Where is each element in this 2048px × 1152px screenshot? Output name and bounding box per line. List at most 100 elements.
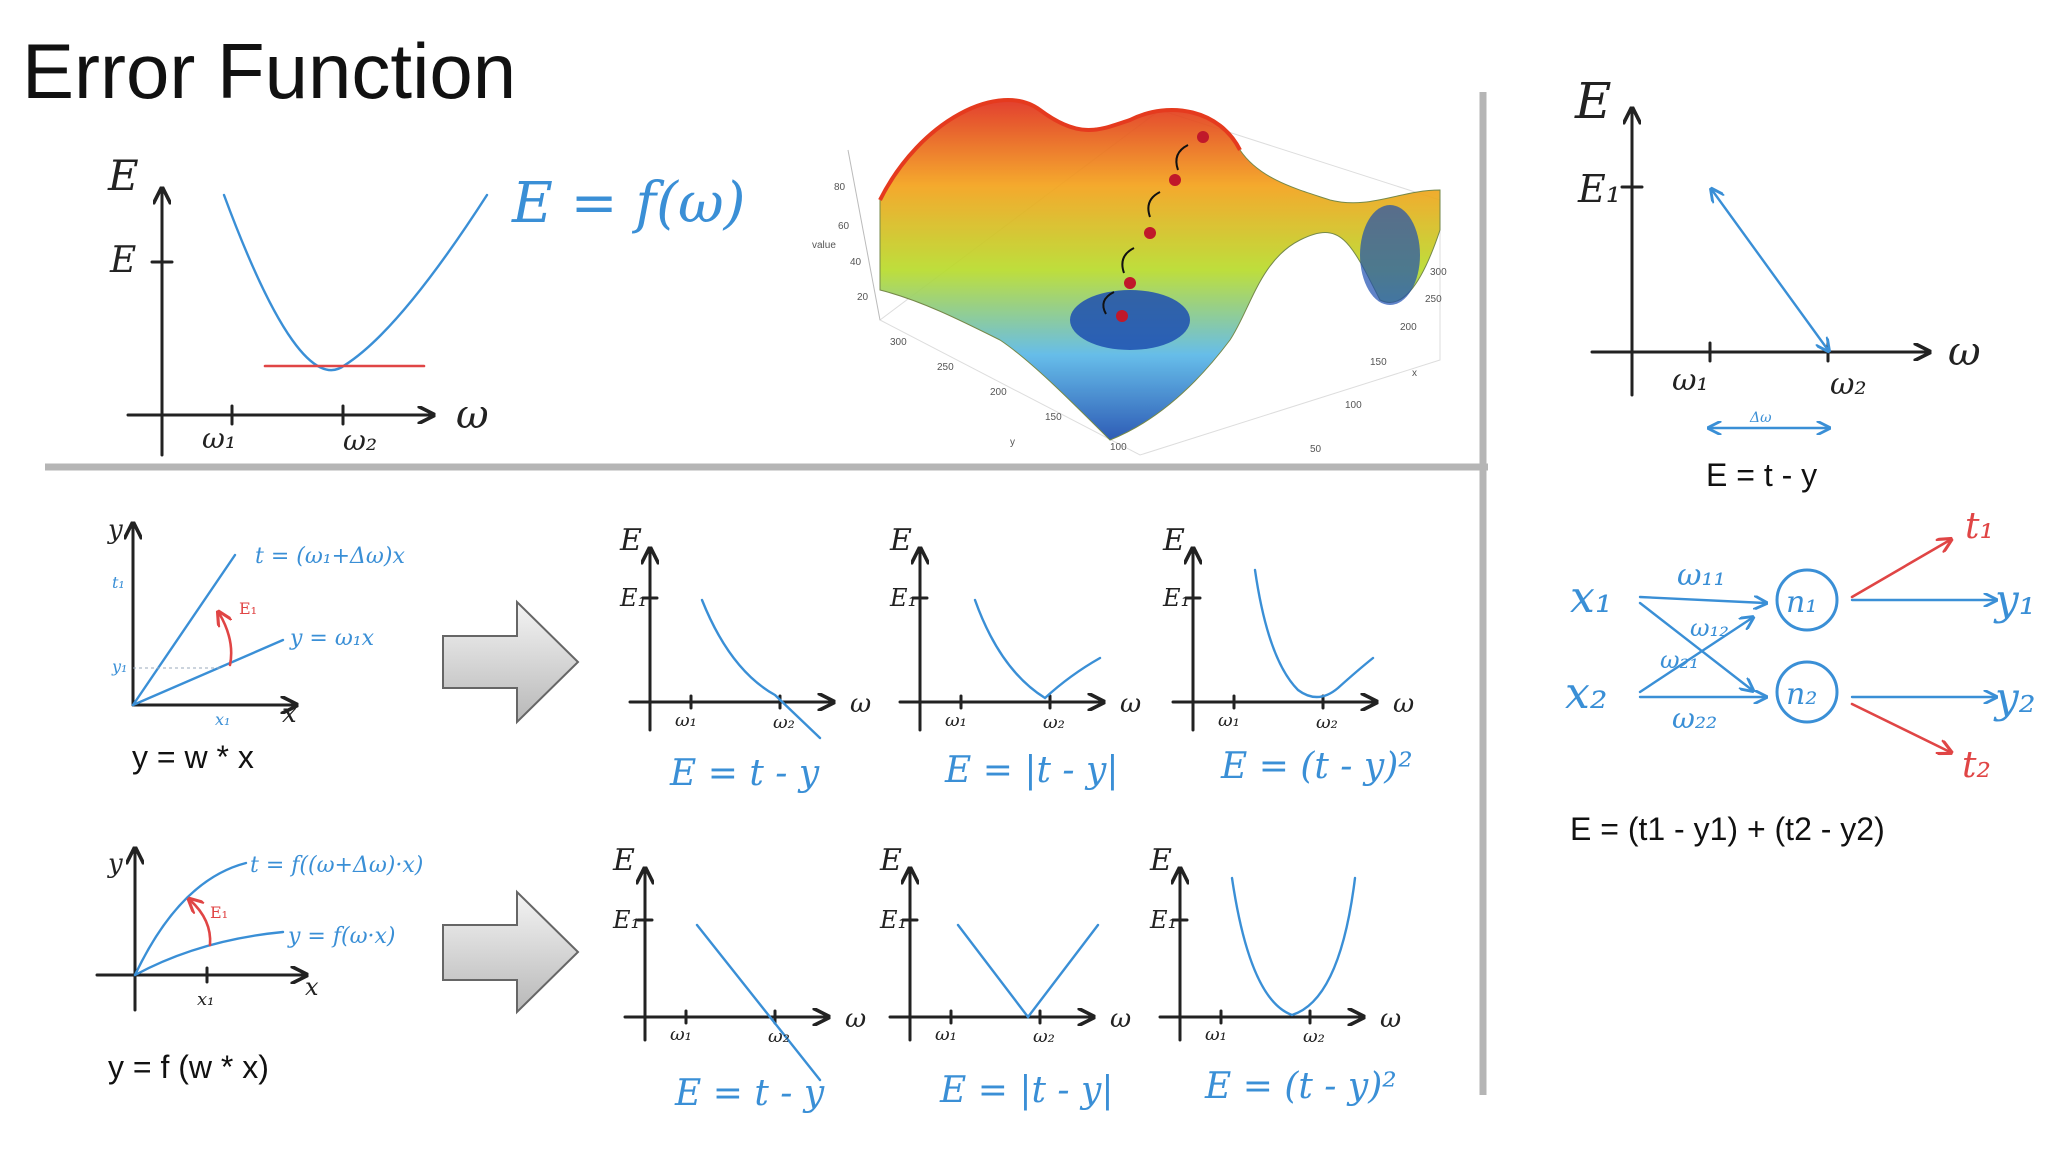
target-t2: t₂	[1962, 745, 1991, 786]
error-vector	[1712, 190, 1828, 350]
caption-right-graph: E = t - y	[1706, 457, 1817, 493]
axis-label-e1: E₁	[619, 584, 647, 612]
y-axis-label: y	[1010, 437, 1015, 448]
x-axis-label: x	[1412, 368, 1417, 379]
weight-w21: ω₂₁	[1660, 646, 1699, 674]
formula: E = t - y	[674, 1073, 825, 1114]
axis-label-e1: E₁	[1162, 584, 1190, 612]
x-axis-label: x	[305, 973, 319, 1001]
linear-panel: y x t₁ y₁ x₁ t = (ω₁+Δω)x y = ω₁x E₁ y =…	[107, 515, 405, 775]
x1-label: x₁	[215, 710, 230, 729]
small-graph-3: E E₁ ω₁ ω₂ ω E = (t - y)²	[1162, 523, 1414, 787]
axis-label-e: E	[1574, 72, 1612, 130]
axis-label-w: ω	[1380, 1004, 1401, 1034]
axis-label-w: ω	[1120, 689, 1141, 719]
tick-label-w2: ω₂	[343, 424, 377, 457]
x1-label: x₁	[197, 989, 214, 1010]
output-y1: y₁	[1993, 575, 2036, 624]
x-tick-5: 50	[1310, 444, 1322, 455]
formula: E = (t - y)²	[1220, 746, 1413, 787]
right-error-graph: E E₁ ω₁ ω₂ ω Δω E = t - y	[1574, 72, 1981, 493]
x-tick-3: 150	[1370, 357, 1387, 368]
formula: E = |t - y|	[944, 750, 1118, 791]
input-x2: x₂	[1565, 668, 1607, 719]
output-y2: y₂	[1993, 673, 2036, 722]
target-t1: t₁	[1965, 506, 1994, 547]
axis-label-e: E	[879, 843, 902, 878]
e1-label: E₁	[239, 599, 257, 618]
tick-label-w1: ω₁	[1672, 363, 1709, 398]
y-tick-1: 250	[937, 362, 954, 373]
x-tick-4: 100	[1345, 400, 1362, 411]
caption-nonlinear: y = f (w * x)	[108, 1049, 269, 1085]
tick-label-w1: ω₁	[945, 710, 967, 731]
axis-label-w: ω	[1948, 329, 1981, 375]
x-tick-1: 250	[1425, 294, 1442, 305]
y-axis-label: y	[107, 849, 123, 879]
t-label: t₁	[112, 573, 125, 592]
axis-label-e: E	[619, 523, 642, 558]
tick-label-w2: ω₂	[1303, 1026, 1325, 1047]
axis-label-e1: E₁	[889, 584, 917, 612]
tick-label-w2: ω₂	[1033, 1026, 1055, 1047]
error-arc-red	[190, 900, 212, 947]
z-tick-0: 80	[834, 182, 846, 193]
tick-label-w2: ω₂	[1830, 367, 1867, 402]
axis-label-e1: E	[109, 240, 136, 281]
z-tick-1: 60	[838, 221, 850, 232]
y-axis-label: y	[107, 515, 123, 545]
tick-label-w1: ω₁	[675, 710, 697, 731]
tick-label-w2: ω₂	[768, 1026, 790, 1047]
axis-label-e: E	[1162, 523, 1185, 558]
axis-label-e: E	[1149, 843, 1172, 878]
tick-label-w1: ω₁	[1218, 710, 1240, 731]
tick-label-w2: ω₂	[1043, 712, 1065, 733]
formula: E = t - y	[669, 753, 820, 794]
formula: E = (t - y)²	[1204, 1066, 1397, 1107]
tick-label-w2: ω₂	[1316, 712, 1338, 733]
axis-label-e1: E₁	[1149, 906, 1177, 934]
tick-label-w1: ω₁	[670, 1024, 692, 1045]
top-error-graph: E E ω₁ ω₂ ω E = f(ω)	[107, 151, 746, 457]
axis-label-w: ω	[1393, 689, 1414, 719]
nonlinear-panel: y x x₁ t = f((ω+Δω)·x) y = f(ω·x) E₁ y =…	[95, 849, 423, 1085]
x-tick-2: 200	[1400, 322, 1417, 333]
arrow-right-icon	[442, 889, 580, 1015]
formula: E = |t - y|	[939, 1070, 1113, 1111]
y-formula: y = ω₁x	[289, 626, 375, 651]
small-graph-5: E E₁ ω₁ ω₂ ω E = |t - y|	[879, 843, 1131, 1111]
small-graph-6: E E₁ ω₁ ω₂ ω E = (t - y)²	[1149, 843, 1401, 1107]
input-x1: x₁	[1570, 572, 1612, 623]
axis-label-e: E	[107, 151, 139, 200]
axis-label-w: ω	[1110, 1004, 1131, 1034]
x-tick-0: 300	[1430, 267, 1447, 278]
tick-label-w1: ω₁	[935, 1024, 957, 1045]
axis-label-e1: E₁	[612, 906, 640, 934]
formula-e-f-w: E = f(ω)	[511, 171, 746, 236]
neuron-label-n1: n₁	[1786, 585, 1817, 620]
axis-label-w: ω	[845, 1004, 866, 1034]
y-formula: y = f(ω·x)	[287, 924, 396, 949]
t-formula: t = (ω₁+Δω)x	[255, 544, 405, 569]
axis-label-e1: E₁	[879, 906, 907, 934]
weight-w12: ω₁₂	[1690, 614, 1729, 642]
slide-title: Error Function	[22, 27, 516, 115]
e1-label: E₁	[210, 903, 228, 922]
network-diagram: x₁ x₂ ω₁₁ ω₁₂ ω₂₁ ω₂₂ n₁ n₂ t₁ t₂ y₁ y₂ …	[1565, 506, 2036, 847]
arrow-right-icon	[442, 599, 580, 725]
axis-label-w: ω	[456, 392, 489, 438]
neuron-n1	[1775, 568, 1839, 632]
caption-network: E = (t1 - y1) + (t2 - y2)	[1570, 811, 1885, 847]
y-tick-4: 100	[1110, 442, 1127, 453]
caption-linear: y = w * x	[132, 739, 254, 775]
tick-label-w1: ω₁	[1205, 1024, 1227, 1045]
y-tick-3: 150	[1045, 412, 1062, 423]
z-axis-label: value	[812, 240, 836, 251]
error-arc-red	[219, 613, 233, 667]
tick-label-w2: ω₂	[773, 712, 795, 733]
weight-w22: ω₂₂	[1672, 702, 1717, 735]
z-tick-3: 20	[857, 292, 869, 303]
small-graph-1: E E₁ ω₁ ω₂ ω E = t - y	[619, 523, 871, 794]
surface-mesh	[879, 99, 1441, 441]
